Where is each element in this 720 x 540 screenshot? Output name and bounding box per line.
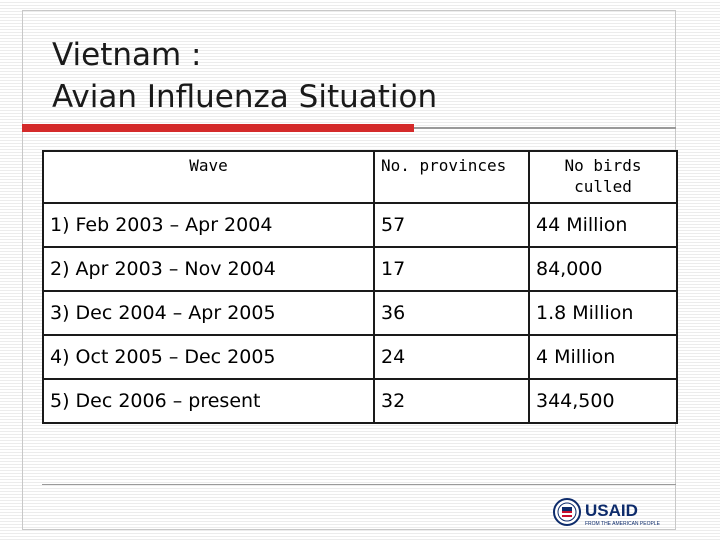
title-line-2: Avian Influenza Situation xyxy=(52,79,438,115)
cell-wave: 3) Dec 2004 – Apr 2005 xyxy=(42,290,375,336)
cell-wave: 5) Dec 2006 – present xyxy=(42,378,375,424)
header-birds-culled: No birds culled xyxy=(528,150,678,204)
cell-birds-culled: 84,000 xyxy=(528,246,678,292)
title-underline-gray xyxy=(414,127,676,129)
cell-birds-culled: 4 Million xyxy=(528,334,678,380)
cell-provinces: 24 xyxy=(373,334,530,380)
usaid-logo: USAID FROM THE AMERICAN PEOPLE xyxy=(553,498,661,527)
table-row: 4) Oct 2005 – Dec 2005 24 4 Million xyxy=(42,334,678,380)
header-wave: Wave xyxy=(42,150,375,204)
cell-provinces: 17 xyxy=(373,246,530,292)
title-line-1: Vietnam : xyxy=(52,37,202,73)
cell-provinces: 32 xyxy=(373,378,530,424)
table-row: 3) Dec 2004 – Apr 2005 36 1.8 Million xyxy=(42,290,678,336)
footer-divider xyxy=(42,484,676,485)
cell-provinces: 36 xyxy=(373,290,530,336)
cell-wave: 1) Feb 2003 – Apr 2004 xyxy=(42,202,375,248)
table-header-row: Wave No. provinces No birds culled xyxy=(42,150,678,204)
table-row: 5) Dec 2006 – present 32 344,500 xyxy=(42,378,678,424)
cell-provinces: 57 xyxy=(373,202,530,248)
cell-birds-culled: 1.8 Million xyxy=(528,290,678,336)
usaid-tagline: FROM THE AMERICAN PEOPLE xyxy=(585,521,661,527)
cell-wave: 2) Apr 2003 – Nov 2004 xyxy=(42,246,375,292)
cell-birds-culled: 44 Million xyxy=(528,202,678,248)
cell-birds-culled: 344,500 xyxy=(528,378,678,424)
usaid-wordmark: USAID xyxy=(585,501,638,520)
wave-table: Wave No. provinces No birds culled 1) Fe… xyxy=(42,150,678,424)
title-underline-red xyxy=(22,124,414,132)
header-provinces: No. provinces xyxy=(373,150,530,204)
slide-title: Vietnam : Avian Influenza Situation xyxy=(52,34,437,118)
table-row: 2) Apr 2003 – Nov 2004 17 84,000 xyxy=(42,246,678,292)
table-row: 1) Feb 2003 – Apr 2004 57 44 Million xyxy=(42,202,678,248)
cell-wave: 4) Oct 2005 – Dec 2005 xyxy=(42,334,375,380)
